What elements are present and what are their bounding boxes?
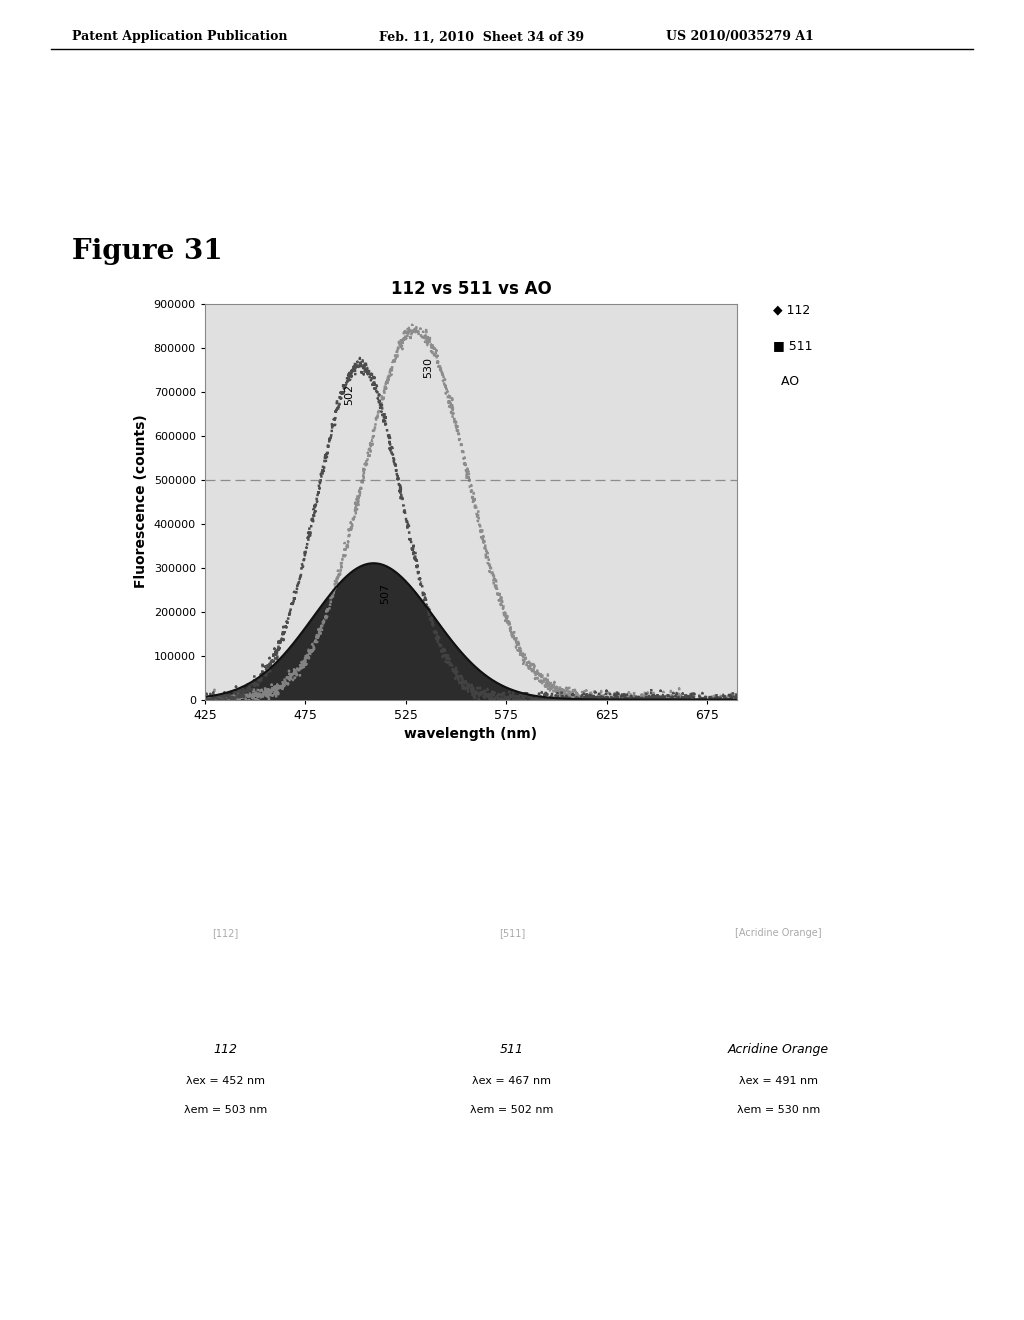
Text: 530: 530 bbox=[423, 356, 433, 378]
Text: Figure 31: Figure 31 bbox=[72, 238, 222, 264]
Text: AO: AO bbox=[773, 375, 800, 388]
Text: ■ 511: ■ 511 bbox=[773, 339, 813, 352]
Text: Acridine Orange: Acridine Orange bbox=[728, 1043, 828, 1056]
Text: λex = 491 nm: λex = 491 nm bbox=[738, 1076, 818, 1086]
Text: 507: 507 bbox=[381, 583, 390, 605]
Text: λex = 452 nm: λex = 452 nm bbox=[185, 1076, 265, 1086]
Text: US 2010/0035279 A1: US 2010/0035279 A1 bbox=[666, 30, 813, 44]
Text: λem = 502 nm: λem = 502 nm bbox=[470, 1105, 554, 1115]
Text: [112]: [112] bbox=[212, 928, 239, 939]
Text: 502: 502 bbox=[344, 384, 354, 405]
Y-axis label: Fluorescence (counts): Fluorescence (counts) bbox=[134, 414, 148, 589]
Text: [Acridine Orange]: [Acridine Orange] bbox=[735, 928, 821, 939]
Text: 511: 511 bbox=[500, 1043, 524, 1056]
Text: 112: 112 bbox=[213, 1043, 238, 1056]
X-axis label: wavelength (nm): wavelength (nm) bbox=[404, 727, 538, 742]
Text: Patent Application Publication: Patent Application Publication bbox=[72, 30, 287, 44]
Text: Feb. 11, 2010  Sheet 34 of 39: Feb. 11, 2010 Sheet 34 of 39 bbox=[379, 30, 584, 44]
Text: λex = 467 nm: λex = 467 nm bbox=[472, 1076, 552, 1086]
Text: λem = 503 nm: λem = 503 nm bbox=[183, 1105, 267, 1115]
Title: 112 vs 511 vs AO: 112 vs 511 vs AO bbox=[391, 280, 551, 298]
Text: λem = 530 nm: λem = 530 nm bbox=[736, 1105, 820, 1115]
Text: [511]: [511] bbox=[499, 928, 525, 939]
Text: ◆ 112: ◆ 112 bbox=[773, 304, 810, 317]
